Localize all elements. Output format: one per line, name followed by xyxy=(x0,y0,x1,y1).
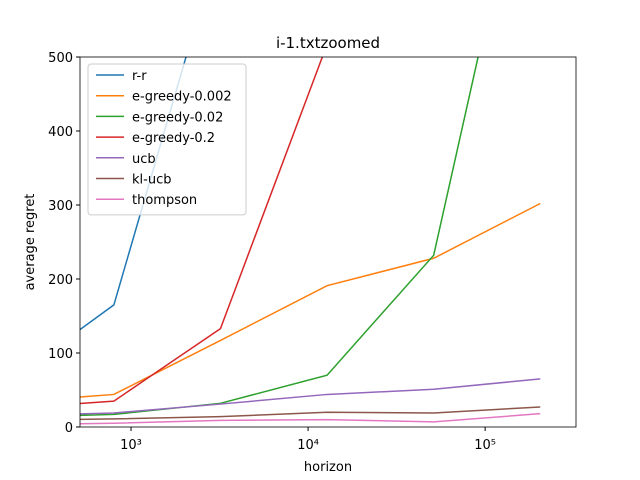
series-line xyxy=(80,378,541,415)
y-axis-label: average regret xyxy=(23,194,38,291)
legend-label: r-r xyxy=(132,69,147,84)
legend-label: e-greedy-0.2 xyxy=(132,131,215,146)
y-tick-label: 300 xyxy=(48,199,73,214)
legend-label: thompson xyxy=(132,193,197,208)
y-tick-label: 500 xyxy=(48,51,73,66)
series-line xyxy=(80,412,541,425)
chart-title: i-1.txtzoomed xyxy=(276,34,380,52)
series-line xyxy=(80,57,187,331)
legend-label: e-greedy-0.002 xyxy=(132,90,232,105)
y-tick-label: 100 xyxy=(48,347,73,362)
legend-box xyxy=(87,63,247,216)
x-tick-label: 10⁵ xyxy=(474,438,496,453)
plot-area xyxy=(80,57,541,425)
legend-label: e-greedy-0.02 xyxy=(132,110,223,125)
series-line xyxy=(80,202,541,398)
legend-label: kl-ucb xyxy=(132,173,171,188)
legend-label: ucb xyxy=(132,152,156,167)
series-line xyxy=(80,57,324,405)
series-line xyxy=(80,57,479,417)
x-axis-label: horizon xyxy=(304,460,352,475)
x-tick-label: 10³ xyxy=(120,438,142,453)
x-tick-label: 10⁴ xyxy=(297,438,319,453)
y-tick-label: 400 xyxy=(48,125,73,140)
y-tick-label: 200 xyxy=(48,273,73,288)
axes-frame xyxy=(79,56,577,428)
y-tick-label: 0 xyxy=(65,421,73,436)
series-line xyxy=(80,406,541,421)
